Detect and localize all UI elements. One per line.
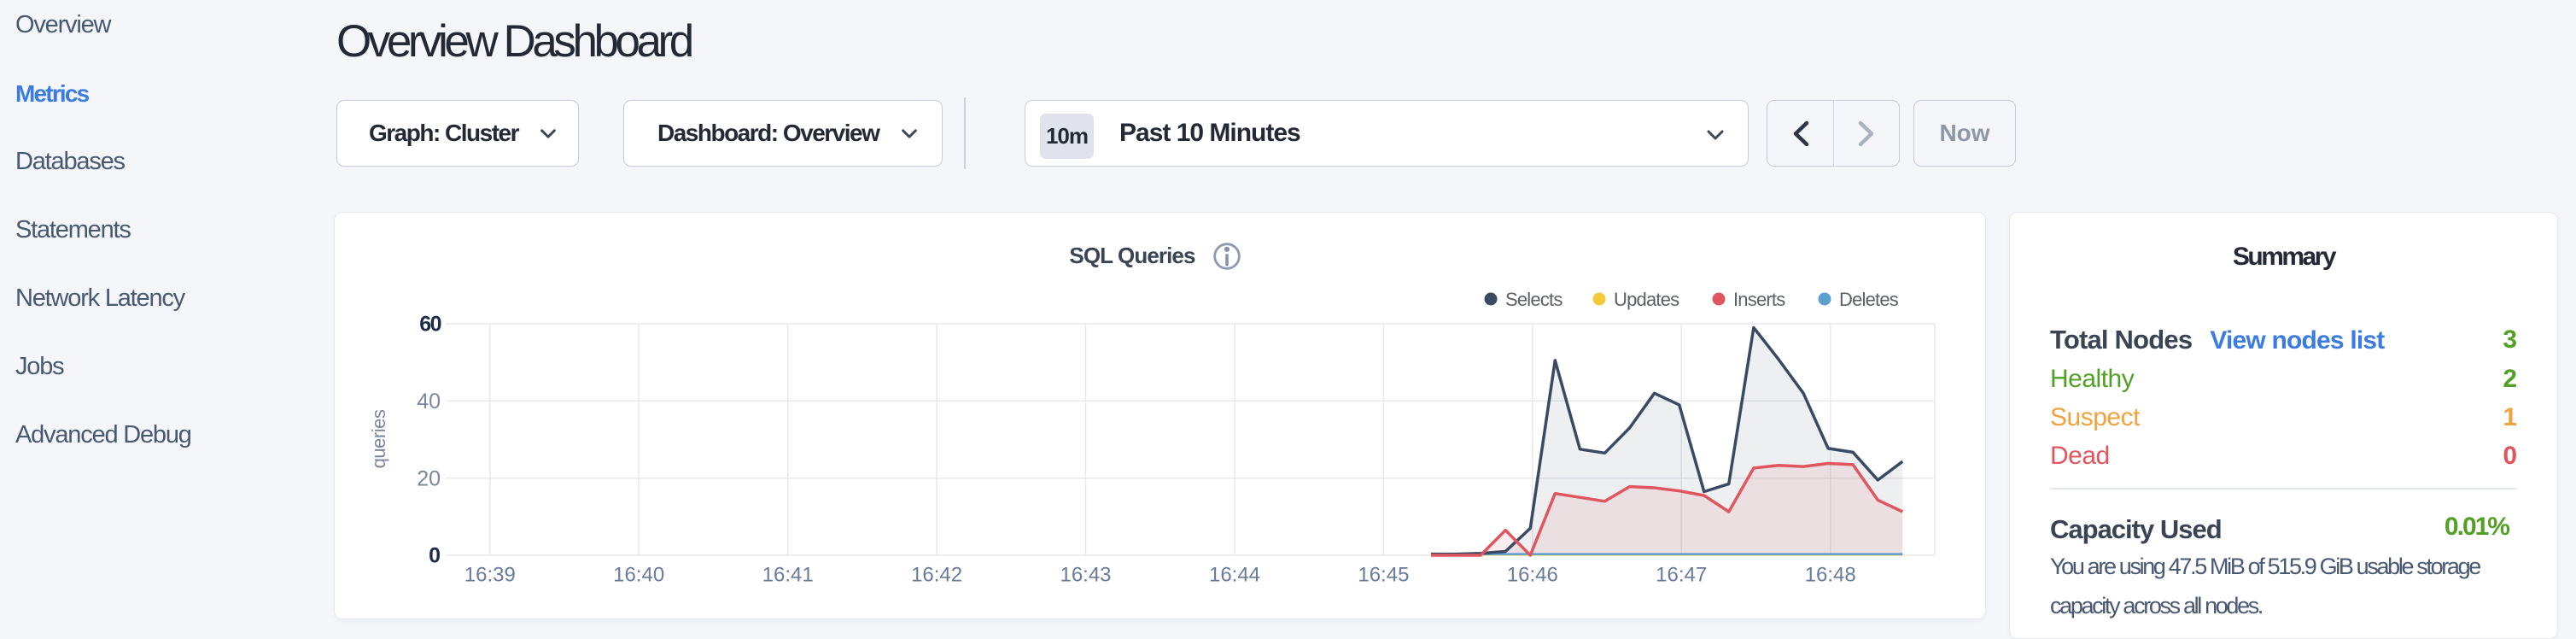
svg-text:16:39: 16:39 [464,564,516,587]
svg-text:16:43: 16:43 [1060,564,1111,587]
svg-text:40: 40 [417,390,441,413]
svg-text:16:47: 16:47 [1656,564,1707,587]
svg-text:20: 20 [417,466,441,490]
svg-text:queries: queries [368,409,389,468]
svg-text:60: 60 [419,313,441,337]
svg-text:16:45: 16:45 [1358,564,1409,587]
svg-text:Selects: Selects [1505,289,1563,310]
svg-text:Inserts: Inserts [1733,289,1785,310]
svg-text:16:46: 16:46 [1507,564,1558,587]
svg-text:16:42: 16:42 [911,564,962,587]
svg-text:16:48: 16:48 [1805,564,1856,587]
svg-text:16:40: 16:40 [613,564,664,587]
svg-text:Deletes: Deletes [1839,289,1899,310]
svg-text:0: 0 [429,544,441,568]
svg-text:Updates: Updates [1614,289,1679,310]
svg-text:SQL Queries: SQL Queries [1069,243,1195,268]
svg-text:16:41: 16:41 [762,564,814,587]
svg-text:16:44: 16:44 [1209,564,1260,587]
